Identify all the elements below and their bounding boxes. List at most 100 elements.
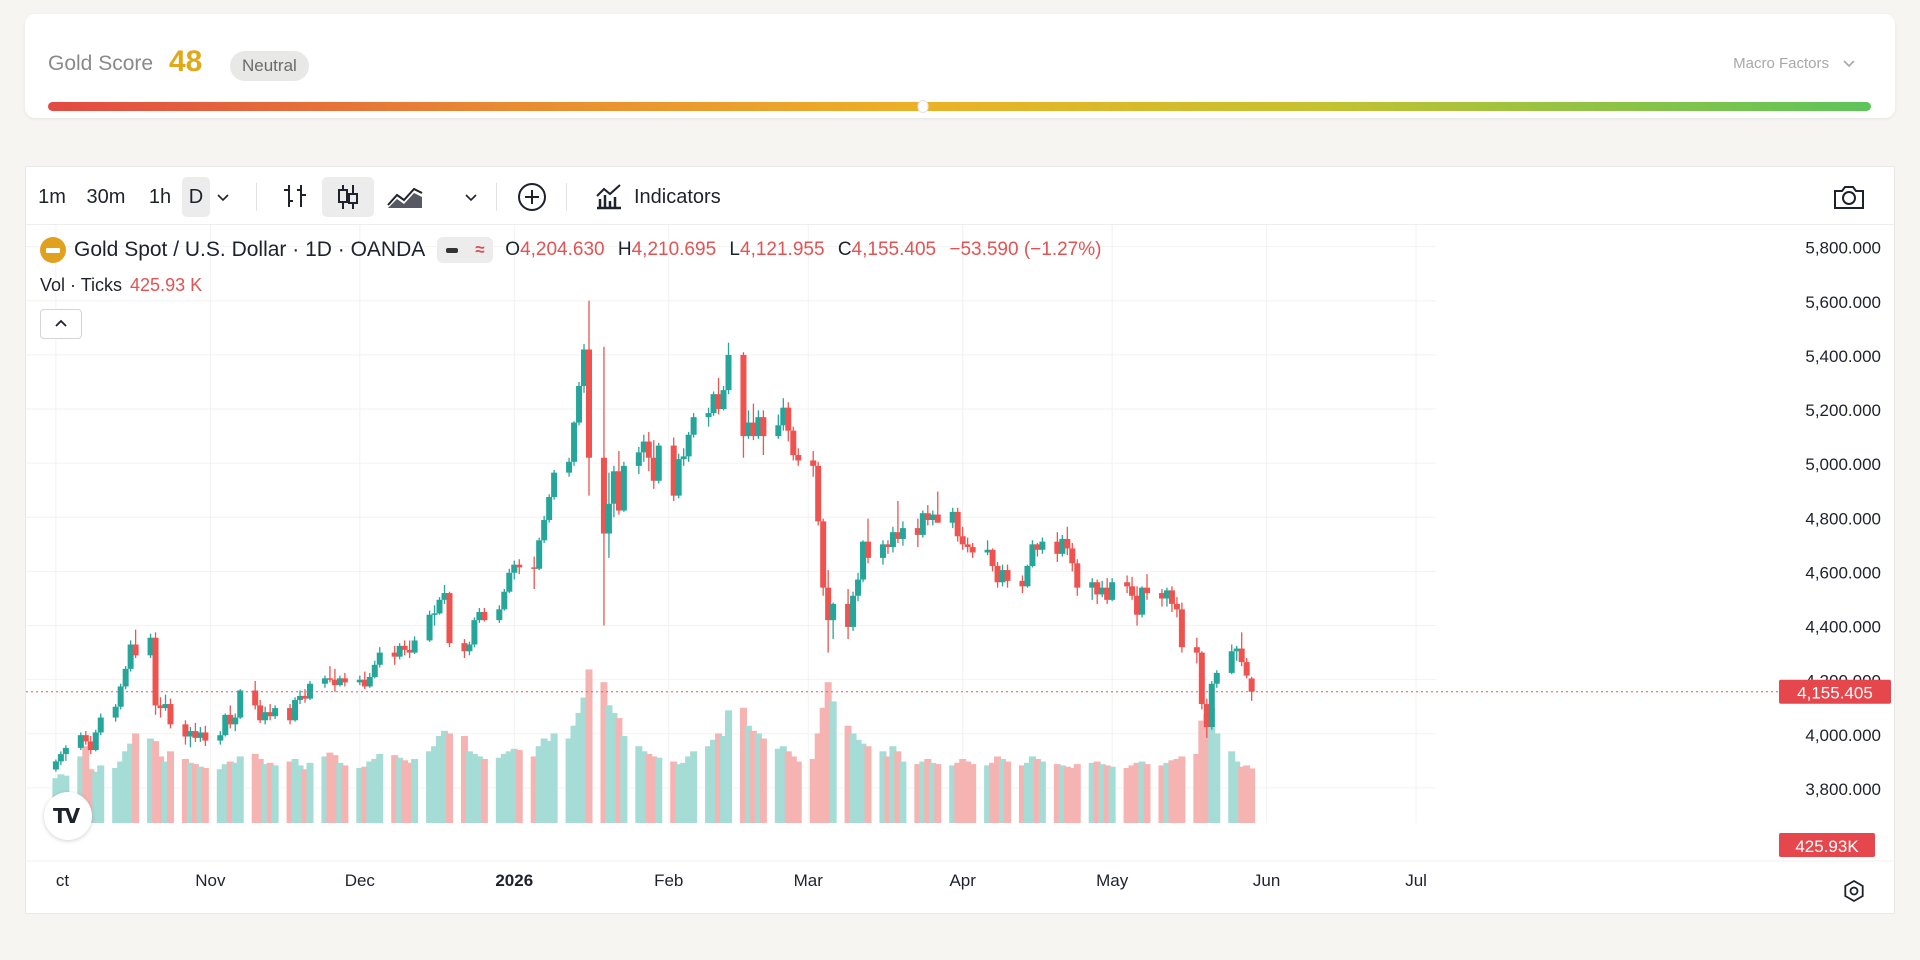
- candle-body: [1029, 544, 1036, 567]
- macro-factors-dropdown[interactable]: Macro Factors: [1733, 55, 1855, 72]
- chevron-down-icon[interactable]: [464, 193, 478, 202]
- volume-bar: [710, 739, 718, 823]
- volume-bar: [739, 707, 747, 823]
- x-tick-label: May: [1096, 871, 1129, 890]
- interval-1m-button[interactable]: 1m: [38, 186, 66, 208]
- candle-body: [152, 637, 159, 706]
- candle-body: [1228, 651, 1235, 673]
- settings-gear-icon[interactable]: [1842, 879, 1866, 903]
- compare-plus-icon[interactable]: [516, 181, 548, 213]
- volume-bars: [52, 669, 1256, 823]
- candle-body: [860, 541, 867, 580]
- collapse-legend-button[interactable]: [40, 309, 82, 339]
- candle-body: [1054, 541, 1061, 554]
- candle-body: [615, 471, 622, 511]
- candle-body: [750, 422, 757, 437]
- candle-body: [122, 668, 129, 687]
- candle-body: [496, 609, 503, 621]
- volume-bar: [849, 733, 857, 823]
- volume-bar: [640, 751, 648, 823]
- candle-body: [820, 521, 827, 588]
- volume-bar: [1168, 760, 1176, 823]
- volume-value: 425.93 K: [130, 275, 203, 295]
- candle-body: [1109, 582, 1116, 600]
- candle-body: [1104, 587, 1111, 600]
- volume-bar: [1038, 761, 1046, 823]
- volume-bar: [1068, 767, 1076, 823]
- volume-bar: [510, 748, 518, 823]
- last-price-tag: [1779, 679, 1891, 704]
- volume-bar: [1208, 707, 1216, 823]
- candle-body: [411, 640, 418, 653]
- volume-bar: [570, 725, 578, 823]
- volume-bar: [879, 751, 887, 823]
- y-tick-label: 4,000.000: [1805, 726, 1881, 745]
- candle-body: [725, 354, 732, 391]
- legend-toggle[interactable]: ≈: [437, 237, 494, 263]
- candle-body: [586, 349, 593, 458]
- volume-bar: [1063, 766, 1071, 823]
- volume-bar: [685, 756, 693, 823]
- interval-30m-button[interactable]: 30m: [86, 186, 126, 208]
- x-tick-label: ct: [56, 871, 70, 890]
- candle-body: [436, 599, 443, 614]
- volume-bar: [470, 753, 478, 823]
- volume-bar: [77, 756, 85, 823]
- volume-bar: [256, 759, 264, 823]
- candle-body: [830, 603, 837, 621]
- volume-bar: [984, 765, 992, 823]
- volume-bar: [431, 746, 439, 823]
- volume-bar: [600, 682, 608, 823]
- volume-bar: [251, 753, 259, 823]
- area-chart-icon[interactable]: [386, 181, 424, 211]
- candle-body: [1064, 538, 1071, 549]
- volume-bar: [152, 741, 160, 823]
- status-badge: Neutral: [230, 51, 309, 81]
- interval-1h-button[interactable]: 1h: [148, 186, 172, 208]
- volume-bar: [331, 755, 339, 823]
- candle-body: [690, 417, 697, 435]
- candle-body: [331, 679, 338, 686]
- volume-bar: [650, 756, 658, 823]
- volume-bar: [82, 746, 90, 823]
- volume-bar: [1123, 767, 1131, 823]
- volume-bar: [515, 750, 523, 823]
- volume-bar: [236, 756, 244, 823]
- volume-bar: [889, 746, 897, 823]
- x-tick-label: Jun: [1253, 871, 1280, 890]
- volume-bar: [859, 743, 867, 823]
- volume-bar: [445, 733, 453, 823]
- candle-body: [605, 503, 612, 534]
- volume-bar: [1243, 765, 1251, 823]
- tradingview-logo[interactable]: TV: [44, 792, 92, 840]
- volume-bar: [705, 746, 713, 823]
- candle-body: [506, 572, 513, 592]
- y-tick-label: 5,200.000: [1805, 401, 1881, 420]
- candle-body: [1094, 582, 1101, 595]
- volume-bar: [1098, 764, 1106, 823]
- candles-button[interactable]: [322, 177, 374, 217]
- volume-bar: [784, 751, 792, 823]
- x-tick-label: Jul: [1405, 871, 1427, 890]
- candle-body: [1163, 590, 1170, 599]
- volume-bar: [1058, 765, 1066, 823]
- candle-body: [356, 679, 363, 683]
- volume-bar: [371, 759, 379, 823]
- y-tick-label: 5,800.000: [1805, 239, 1881, 258]
- volume-bar: [1108, 766, 1116, 823]
- camera-icon[interactable]: [1832, 183, 1866, 211]
- interval-d-button[interactable]: D: [182, 177, 210, 217]
- volume-bar: [341, 765, 349, 823]
- bar-chart-icon[interactable]: [280, 181, 310, 211]
- candle-body: [949, 511, 956, 523]
- volume-bar: [376, 753, 384, 823]
- indicators-button[interactable]: Indicators: [586, 177, 736, 217]
- candle-body: [1139, 587, 1146, 615]
- volume-bar: [899, 761, 907, 823]
- chart-toolbar: 1m 30m 1h D: [26, 167, 1894, 225]
- chevron-down-icon[interactable]: [216, 193, 230, 202]
- price-chart[interactable]: 5,800.000 5,600.000 5,400.000 5,200.000 5,00…: [26, 225, 1896, 915]
- candle-body: [406, 649, 413, 653]
- symbol-title[interactable]: Gold Spot / U.S. Dollar · 1D · OANDA: [74, 238, 426, 261]
- candle-body: [720, 390, 727, 410]
